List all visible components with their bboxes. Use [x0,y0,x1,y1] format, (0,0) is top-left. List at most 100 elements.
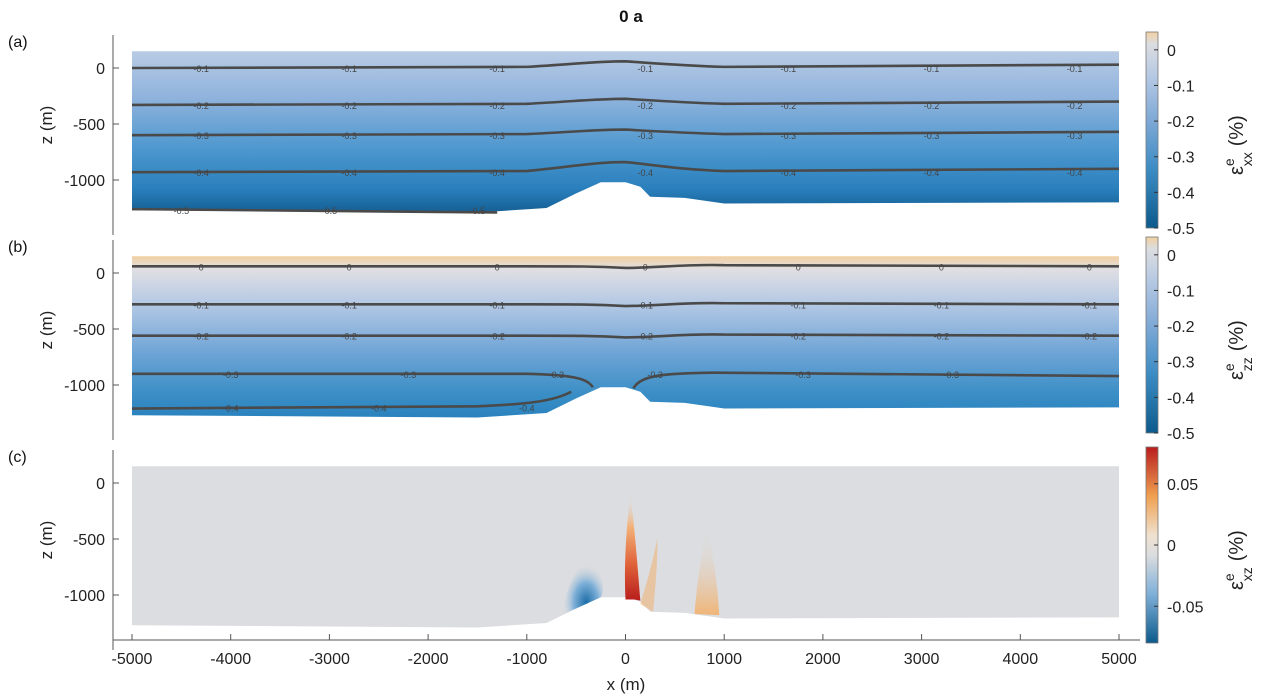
contour-label: -0.2 [489,101,505,111]
contour-label: -0.4 [519,403,535,413]
contour-label: -0.2 [341,101,357,111]
contour-label: -0.4 [781,168,797,178]
contour-label: -0.3 [1067,131,1083,141]
contour-label: -0.3 [549,370,565,380]
contour-label: -0.1 [341,300,357,310]
contour-label: -0.4 [1067,168,1083,178]
x-tick-label: -2000 [408,651,449,668]
contour-label: -0.1 [193,64,209,74]
x-tick-label: -1000 [506,651,547,668]
x-tick-label: -3000 [309,651,350,668]
contour-label: -0.5 [322,206,338,216]
y-tick-label: 0 [96,266,105,283]
x-tick-label: -5000 [112,651,153,668]
colorbar-tick-label: -0.05 [1167,599,1204,616]
x-tick-label: -4000 [210,651,251,668]
y-tick-label: -500 [73,322,105,339]
panels: (a) -0.1 -0.1 -0.1 -0.1 -0.1 -0.1 -0.1 -0.2 -0.2 -… [8,31,1255,668]
contour-label: -0.4 [371,403,387,413]
contour-line [131,97,1120,107]
colorbar-tick-label: 0 [1167,43,1176,60]
contour-label: -0.1 [924,64,940,74]
colorbar-tick-label: -0.1 [1167,78,1195,95]
panel-3: (c) 0 -500 -1000 z (m) 0.05 0 -0.05 εe xz(%) -5000… [8,446,1255,668]
figure-title: 0 a [619,7,643,26]
colorbar-tick-label: -0.3 [1167,150,1195,167]
field-domain [132,466,1119,628]
contour-label: -0.3 [637,131,653,141]
contour-label: -0.1 [489,64,505,74]
contour-label: 0 [495,262,500,272]
contour-line [132,301,1120,308]
contour-label: 0 [199,262,204,272]
contour-label: -0.2 [637,332,653,342]
contour-label: -0.2 [193,101,209,111]
contour-label: -0.1 [1067,64,1083,74]
panel-label: (c) [8,449,27,466]
contour-label: -0.1 [637,300,653,310]
colorbar [1145,236,1159,434]
x-tick-label: 1000 [706,651,742,668]
positive-shear-lobe [624,494,641,601]
contour-label: -0.4 [341,168,357,178]
contour-label: -0.2 [781,101,797,111]
contour-label: -0.2 [790,332,806,342]
y-tick-label: -1000 [64,588,105,605]
contour-label: -0.5 [174,206,190,216]
contour-label: 0 [643,262,648,272]
contour-label: -0.4 [637,168,653,178]
contour-label: -0.3 [401,370,417,380]
contour-label: -0.1 [934,300,950,310]
contour-label: -0.1 [790,300,806,310]
colorbar-tick-label: 0.05 [1167,477,1198,494]
colorbar-tick-label: -0.4 [1167,185,1195,202]
contour-label: 0 [796,262,801,272]
contour-label: -0.2 [1082,332,1098,342]
flank-shear-lobe [640,539,658,612]
colorbar-tick-label: -0.5 [1167,221,1195,238]
contour-label: -0.1 [781,64,797,74]
contour-line [132,371,1120,390]
colorbar-tick-label: -0.4 [1167,390,1195,407]
y-axis-label: z (m) [37,106,56,145]
colorbar-tick-label: -0.2 [1167,114,1195,131]
contour-line [132,333,1120,339]
contour-label: -0.3 [341,131,357,141]
contour-label: 0 [1087,262,1092,272]
panel-2: (b) 0 0 0 0 0 0 0 -0.1 -0.1 -0.1 -0.1 -0.1 -0.1 -0.1 -0… [8,236,1255,443]
colorbar-tick-label: -0.2 [1167,319,1195,336]
y-tick-label: 0 [96,61,105,78]
contour-label: 0 [939,262,944,272]
y-axis-label: z (m) [37,311,56,350]
x-tick-label: 0 [621,651,630,668]
contour-label: -0.3 [943,370,959,380]
colorbar-tick-label: -0.3 [1167,355,1195,372]
x-tick-label: 2000 [805,651,841,668]
contour-label: -0.3 [924,131,940,141]
contour-label: -0.1 [1082,300,1098,310]
colorbar-label: εe xx(%) [1221,115,1255,175]
contour-label: -0.2 [924,101,940,111]
y-tick-label: -1000 [64,173,105,190]
y-tick-label: 0 [96,476,105,493]
contour-label: -0.4 [193,168,209,178]
x-tick-label: 5000 [1101,651,1137,668]
y-axis-label: z (m) [37,521,56,560]
panel-label: (b) [8,239,28,256]
contour-label: -0.3 [193,131,209,141]
contour-label: -0.3 [489,131,505,141]
contour-label: -0.1 [637,64,653,74]
y-tick-label: -1000 [64,378,105,395]
contour-line [131,390,572,410]
contour-label: -0.2 [637,101,653,111]
contour-label: -0.4 [223,403,239,413]
secondary-shear-lobe [694,527,720,616]
contour-label: -0.4 [924,168,940,178]
colorbar-tick-label: 0 [1167,538,1176,555]
contour-label: -0.3 [647,370,663,380]
contour-line [131,207,498,214]
colorbar-tick-label: -0.5 [1167,426,1195,443]
contour-label: -0.2 [934,332,950,342]
contour-label: -0.3 [223,370,239,380]
